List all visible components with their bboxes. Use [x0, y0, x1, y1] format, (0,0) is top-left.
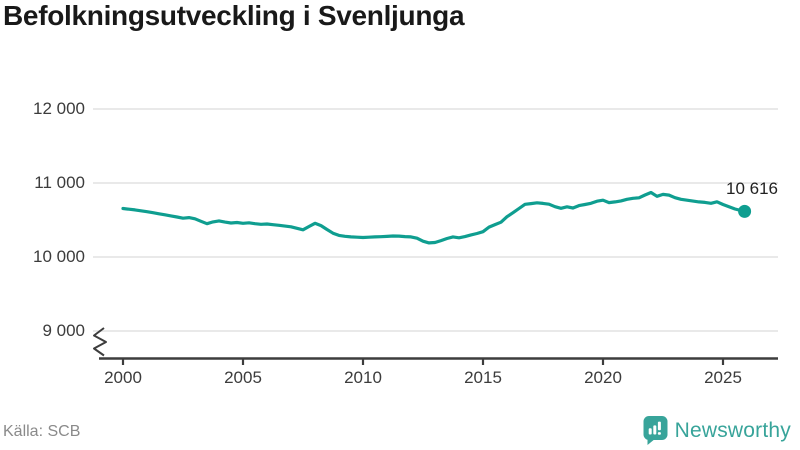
y-tick-label: 12 000 [33, 99, 85, 118]
x-axis-ticks [121, 358, 725, 365]
x-tick-label: 2000 [104, 368, 142, 387]
population-line [121, 190, 747, 245]
newsworthy-bars-icon [643, 416, 668, 445]
x-tick-label: 2020 [584, 368, 622, 387]
end-value-label: 10 616 [726, 179, 778, 198]
brand-logo: Newsworthy [643, 416, 791, 446]
brand-name: Newsworthy [674, 419, 791, 442]
x-tick-label: 2010 [344, 368, 382, 387]
x-tick-label: 2005 [224, 368, 262, 387]
source-label: Källa: SCB [3, 423, 81, 440]
end-point-marker [738, 204, 752, 218]
chart-title: Befolkningsutveckling i Svenljunga [3, 0, 465, 31]
y-tick-label: 11 000 [34, 173, 85, 192]
y-tick-label: 9 000 [42, 321, 85, 340]
gridlines [93, 108, 778, 332]
axis-break-icon [93, 327, 107, 357]
x-tick-label: 2025 [704, 368, 742, 387]
y-tick-label: 10 000 [33, 247, 85, 266]
x-tick-label: 2015 [464, 368, 502, 387]
